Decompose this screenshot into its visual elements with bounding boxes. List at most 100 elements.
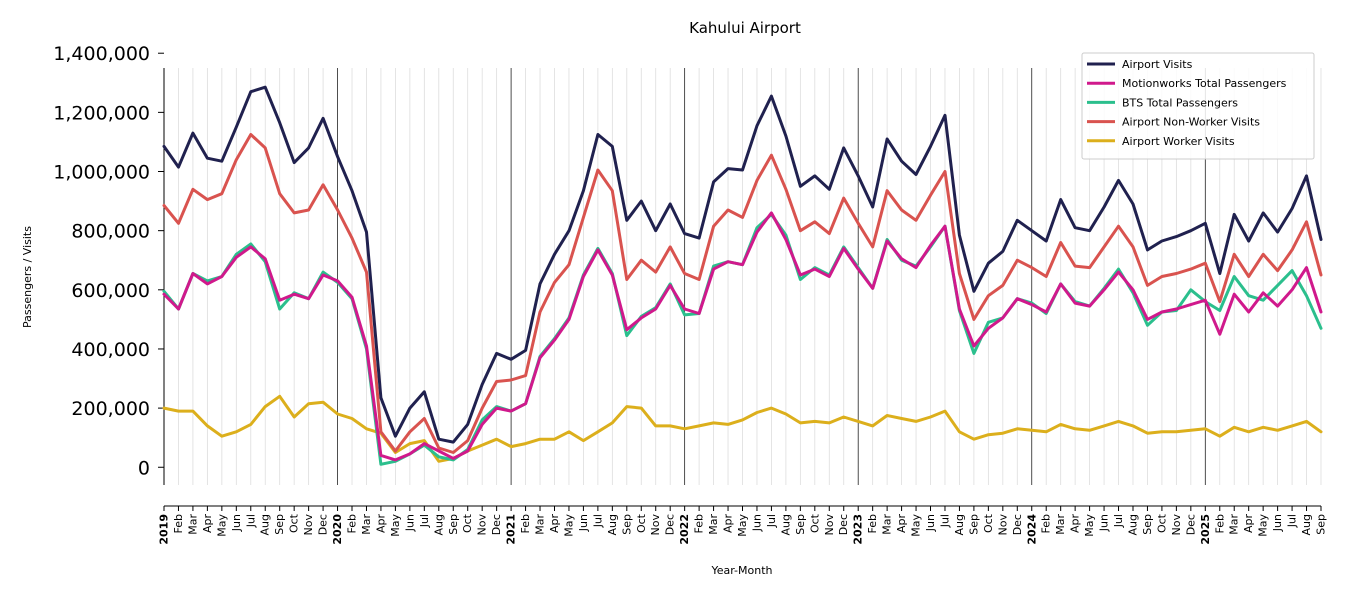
x-tick-label-month: Aug (779, 514, 792, 535)
x-tick-label-month: Jun (577, 514, 590, 532)
x-tick-label-month: Sep (1141, 514, 1154, 535)
x-tick-label-month: Mar (881, 514, 894, 535)
x-tick-label-month: Sep (794, 514, 807, 535)
x-tick-label-month: Apr (201, 514, 214, 534)
x-tick-label-month: Jul (244, 514, 257, 528)
y-axis-label: Passengers / Visits (21, 226, 34, 328)
x-tick-label-month: Apr (1242, 514, 1255, 534)
x-tick-label-year: 2020 (331, 514, 344, 545)
x-tick-label-year: 2022 (678, 514, 691, 545)
x-tick-label-month: Jul (938, 514, 951, 528)
x-tick-label-month: Feb (519, 514, 532, 533)
x-tick-label-month: Aug (606, 514, 619, 535)
x-tick-label-month: Aug (1300, 514, 1313, 535)
series-line-airport-worker-visits (162, 394, 1323, 463)
series-line-airport-visits (162, 85, 1323, 444)
x-tick-label-year: 2021 (505, 514, 518, 545)
x-tick-label-month: Jul (765, 514, 778, 528)
y-tick-label: 1,400,000 (53, 43, 150, 65)
legend: Airport Visits Motionworks Total Passenge… (1081, 52, 1315, 160)
x-tick-label-month: Jul (1112, 514, 1125, 528)
y-tick-label: 0 (138, 457, 150, 479)
x-tick-label-month: May (562, 514, 575, 537)
x-tick-label-month: Sep (967, 514, 980, 535)
x-tick-label-month: Jul (591, 514, 604, 528)
x-tick-label-month: May (1083, 514, 1096, 537)
x-tick-label-month: Jun (1098, 514, 1111, 532)
chart-title: Kahului Airport (689, 19, 801, 37)
x-tick-label-month: Aug (1126, 514, 1139, 535)
x-tick-label-month: Nov (476, 514, 489, 536)
x-tick-label-month: Jun (750, 514, 763, 532)
x-tick-label-month: Nov (996, 514, 1009, 536)
y-tick-label: 800,000 (71, 221, 150, 243)
x-tick-label-month: Feb (1040, 514, 1053, 533)
x-tick-label-month: Dec (1184, 514, 1197, 535)
x-tick-label-month: Dec (664, 514, 677, 535)
x-tick-label-month: Mar (360, 514, 373, 535)
x-tick-label-month: Jun (1271, 514, 1284, 532)
x-tick-label-month: May (1257, 514, 1270, 537)
x-tick-label-month: Mar (707, 514, 720, 535)
x-tick-label-month: Sep (273, 514, 286, 535)
legend-entry-label: Motionworks Total Passengers (1122, 77, 1287, 90)
x-tick-label-month: Oct (288, 513, 301, 533)
x-tick-label-month: Feb (693, 514, 706, 533)
legend-entry-label: Airport Worker Visits (1122, 135, 1235, 148)
y-tick-label: 1,000,000 (53, 162, 150, 184)
legend-entry-label: Airport Non-Worker Visits (1122, 116, 1260, 129)
x-tick-label-month: Aug (953, 514, 966, 535)
x-tick-label-month: Nov (302, 514, 315, 536)
x-tick-label-month: Sep (620, 514, 633, 535)
x-tick-label-month: May (736, 514, 749, 537)
x-tick-label-month: Mar (186, 514, 199, 535)
x-tick-label-month: May (215, 514, 228, 537)
x-tick-label-month: Jul (1286, 514, 1299, 528)
x-tick-label-month: Jun (230, 514, 243, 532)
x-tick-label-month: Oct (1155, 513, 1168, 533)
y-tick-label: 400,000 (71, 339, 150, 361)
series-line-motionworks-total-passengers (162, 211, 1323, 462)
x-tick-label-year: 2019 (158, 514, 171, 545)
y-tick-label: 1,200,000 (53, 102, 150, 124)
x-tick-label-month: Sep (1315, 514, 1328, 535)
x-tick-label-month: Nov (1170, 514, 1183, 536)
x-tick-label-month: Jun (403, 514, 416, 532)
y-tick-label: 600,000 (71, 280, 150, 302)
x-tick-label-month: Jul (418, 514, 431, 528)
legend-entry-label: BTS Total Passengers (1122, 96, 1238, 109)
x-axis-label: Year-Month (710, 564, 772, 577)
x-tick-label-month: Dec (490, 514, 503, 535)
x-tick-label-month: Feb (346, 514, 359, 533)
x-tick-label-month: Apr (548, 514, 561, 534)
x-tick-label-month: Dec (317, 514, 330, 535)
x-tick-label-month: Mar (534, 514, 547, 535)
x-tick-label-month: Aug (259, 514, 272, 535)
x-tick-label-month: Oct (982, 513, 995, 533)
x-tick-label-month: Aug (432, 514, 445, 535)
x-tick-label-month: Sep (447, 514, 460, 535)
x-tick-label-year: 2024 (1025, 514, 1038, 545)
x-tick-label-month: Nov (823, 514, 836, 536)
x-tick-label-month: May (910, 514, 923, 537)
x-tick-label-year: 2023 (852, 514, 865, 545)
x-tick-label-month: Apr (374, 514, 387, 534)
x-tick-label-month: Apr (722, 514, 735, 534)
x-tick-label-month: Feb (1213, 514, 1226, 533)
x-tick-label-month: Mar (1054, 514, 1067, 535)
x-tick-label-month: Mar (1228, 514, 1241, 535)
legend-entry-label: Airport Visits (1122, 58, 1193, 71)
x-tick-label-month: Jun (924, 514, 937, 532)
x-tick-label-month: Apr (1069, 514, 1082, 534)
x-tick-label-month: Oct (808, 513, 821, 533)
x-tick-label-month: Apr (895, 514, 908, 534)
axes: 0 200,000 400,000 600,000 800,000 1,000,000 1,… (53, 43, 1327, 544)
x-tick-label-month: Oct (635, 513, 648, 533)
x-tick-label-month: Feb (172, 514, 185, 533)
x-tick-label-month: May (389, 514, 402, 537)
x-tick-label-month: Nov (649, 514, 662, 536)
x-tick-label-year: 2025 (1199, 514, 1212, 545)
y-tick-label: 200,000 (71, 398, 150, 420)
